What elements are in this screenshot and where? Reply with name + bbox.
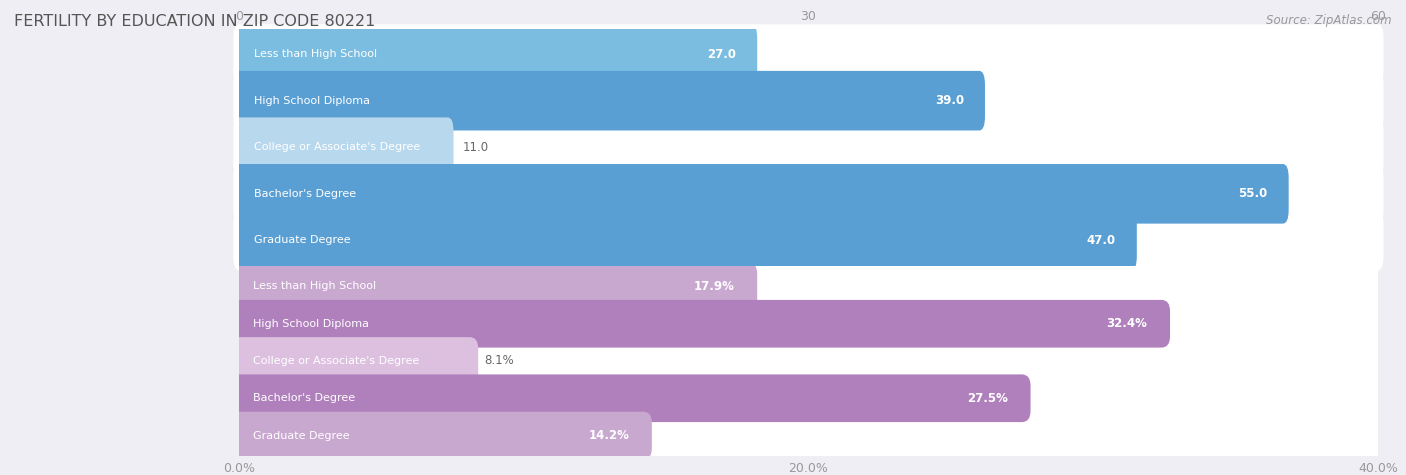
- Text: 32.4%: 32.4%: [1107, 317, 1147, 330]
- FancyBboxPatch shape: [231, 337, 478, 385]
- Text: 17.9%: 17.9%: [693, 280, 734, 293]
- FancyBboxPatch shape: [231, 374, 1031, 422]
- Text: Graduate Degree: Graduate Degree: [254, 236, 352, 246]
- FancyBboxPatch shape: [233, 117, 1384, 177]
- FancyBboxPatch shape: [231, 263, 758, 310]
- Text: College or Associate's Degree: College or Associate's Degree: [254, 142, 420, 152]
- FancyBboxPatch shape: [231, 300, 1386, 348]
- FancyBboxPatch shape: [233, 164, 1384, 224]
- Text: FERTILITY BY EDUCATION IN ZIP CODE 80221: FERTILITY BY EDUCATION IN ZIP CODE 80221: [14, 14, 375, 29]
- Text: 14.2%: 14.2%: [588, 429, 628, 442]
- FancyBboxPatch shape: [233, 164, 1289, 224]
- Text: College or Associate's Degree: College or Associate's Degree: [253, 356, 419, 366]
- FancyBboxPatch shape: [233, 71, 1384, 131]
- Text: Graduate Degree: Graduate Degree: [253, 430, 350, 440]
- Text: Less than High School: Less than High School: [253, 282, 377, 292]
- FancyBboxPatch shape: [231, 374, 1386, 422]
- Text: High School Diploma: High School Diploma: [253, 319, 370, 329]
- Text: 8.1%: 8.1%: [484, 354, 513, 368]
- FancyBboxPatch shape: [233, 24, 1384, 84]
- Text: 47.0: 47.0: [1087, 234, 1116, 247]
- FancyBboxPatch shape: [233, 117, 454, 177]
- Text: Less than High School: Less than High School: [254, 49, 377, 59]
- FancyBboxPatch shape: [233, 71, 986, 131]
- Text: 11.0: 11.0: [463, 141, 489, 154]
- FancyBboxPatch shape: [231, 300, 1170, 348]
- Text: 55.0: 55.0: [1239, 187, 1268, 200]
- FancyBboxPatch shape: [231, 412, 1386, 459]
- FancyBboxPatch shape: [233, 210, 1137, 270]
- FancyBboxPatch shape: [231, 263, 1386, 310]
- Text: 27.0: 27.0: [707, 48, 737, 61]
- FancyBboxPatch shape: [233, 210, 1384, 270]
- Text: Bachelor's Degree: Bachelor's Degree: [253, 393, 356, 403]
- Text: 27.5%: 27.5%: [967, 392, 1008, 405]
- Text: 39.0: 39.0: [935, 94, 965, 107]
- Text: Bachelor's Degree: Bachelor's Degree: [254, 189, 356, 199]
- FancyBboxPatch shape: [231, 337, 1386, 385]
- FancyBboxPatch shape: [231, 412, 652, 459]
- Text: Source: ZipAtlas.com: Source: ZipAtlas.com: [1267, 14, 1392, 27]
- FancyBboxPatch shape: [233, 24, 758, 84]
- Text: High School Diploma: High School Diploma: [254, 95, 370, 105]
